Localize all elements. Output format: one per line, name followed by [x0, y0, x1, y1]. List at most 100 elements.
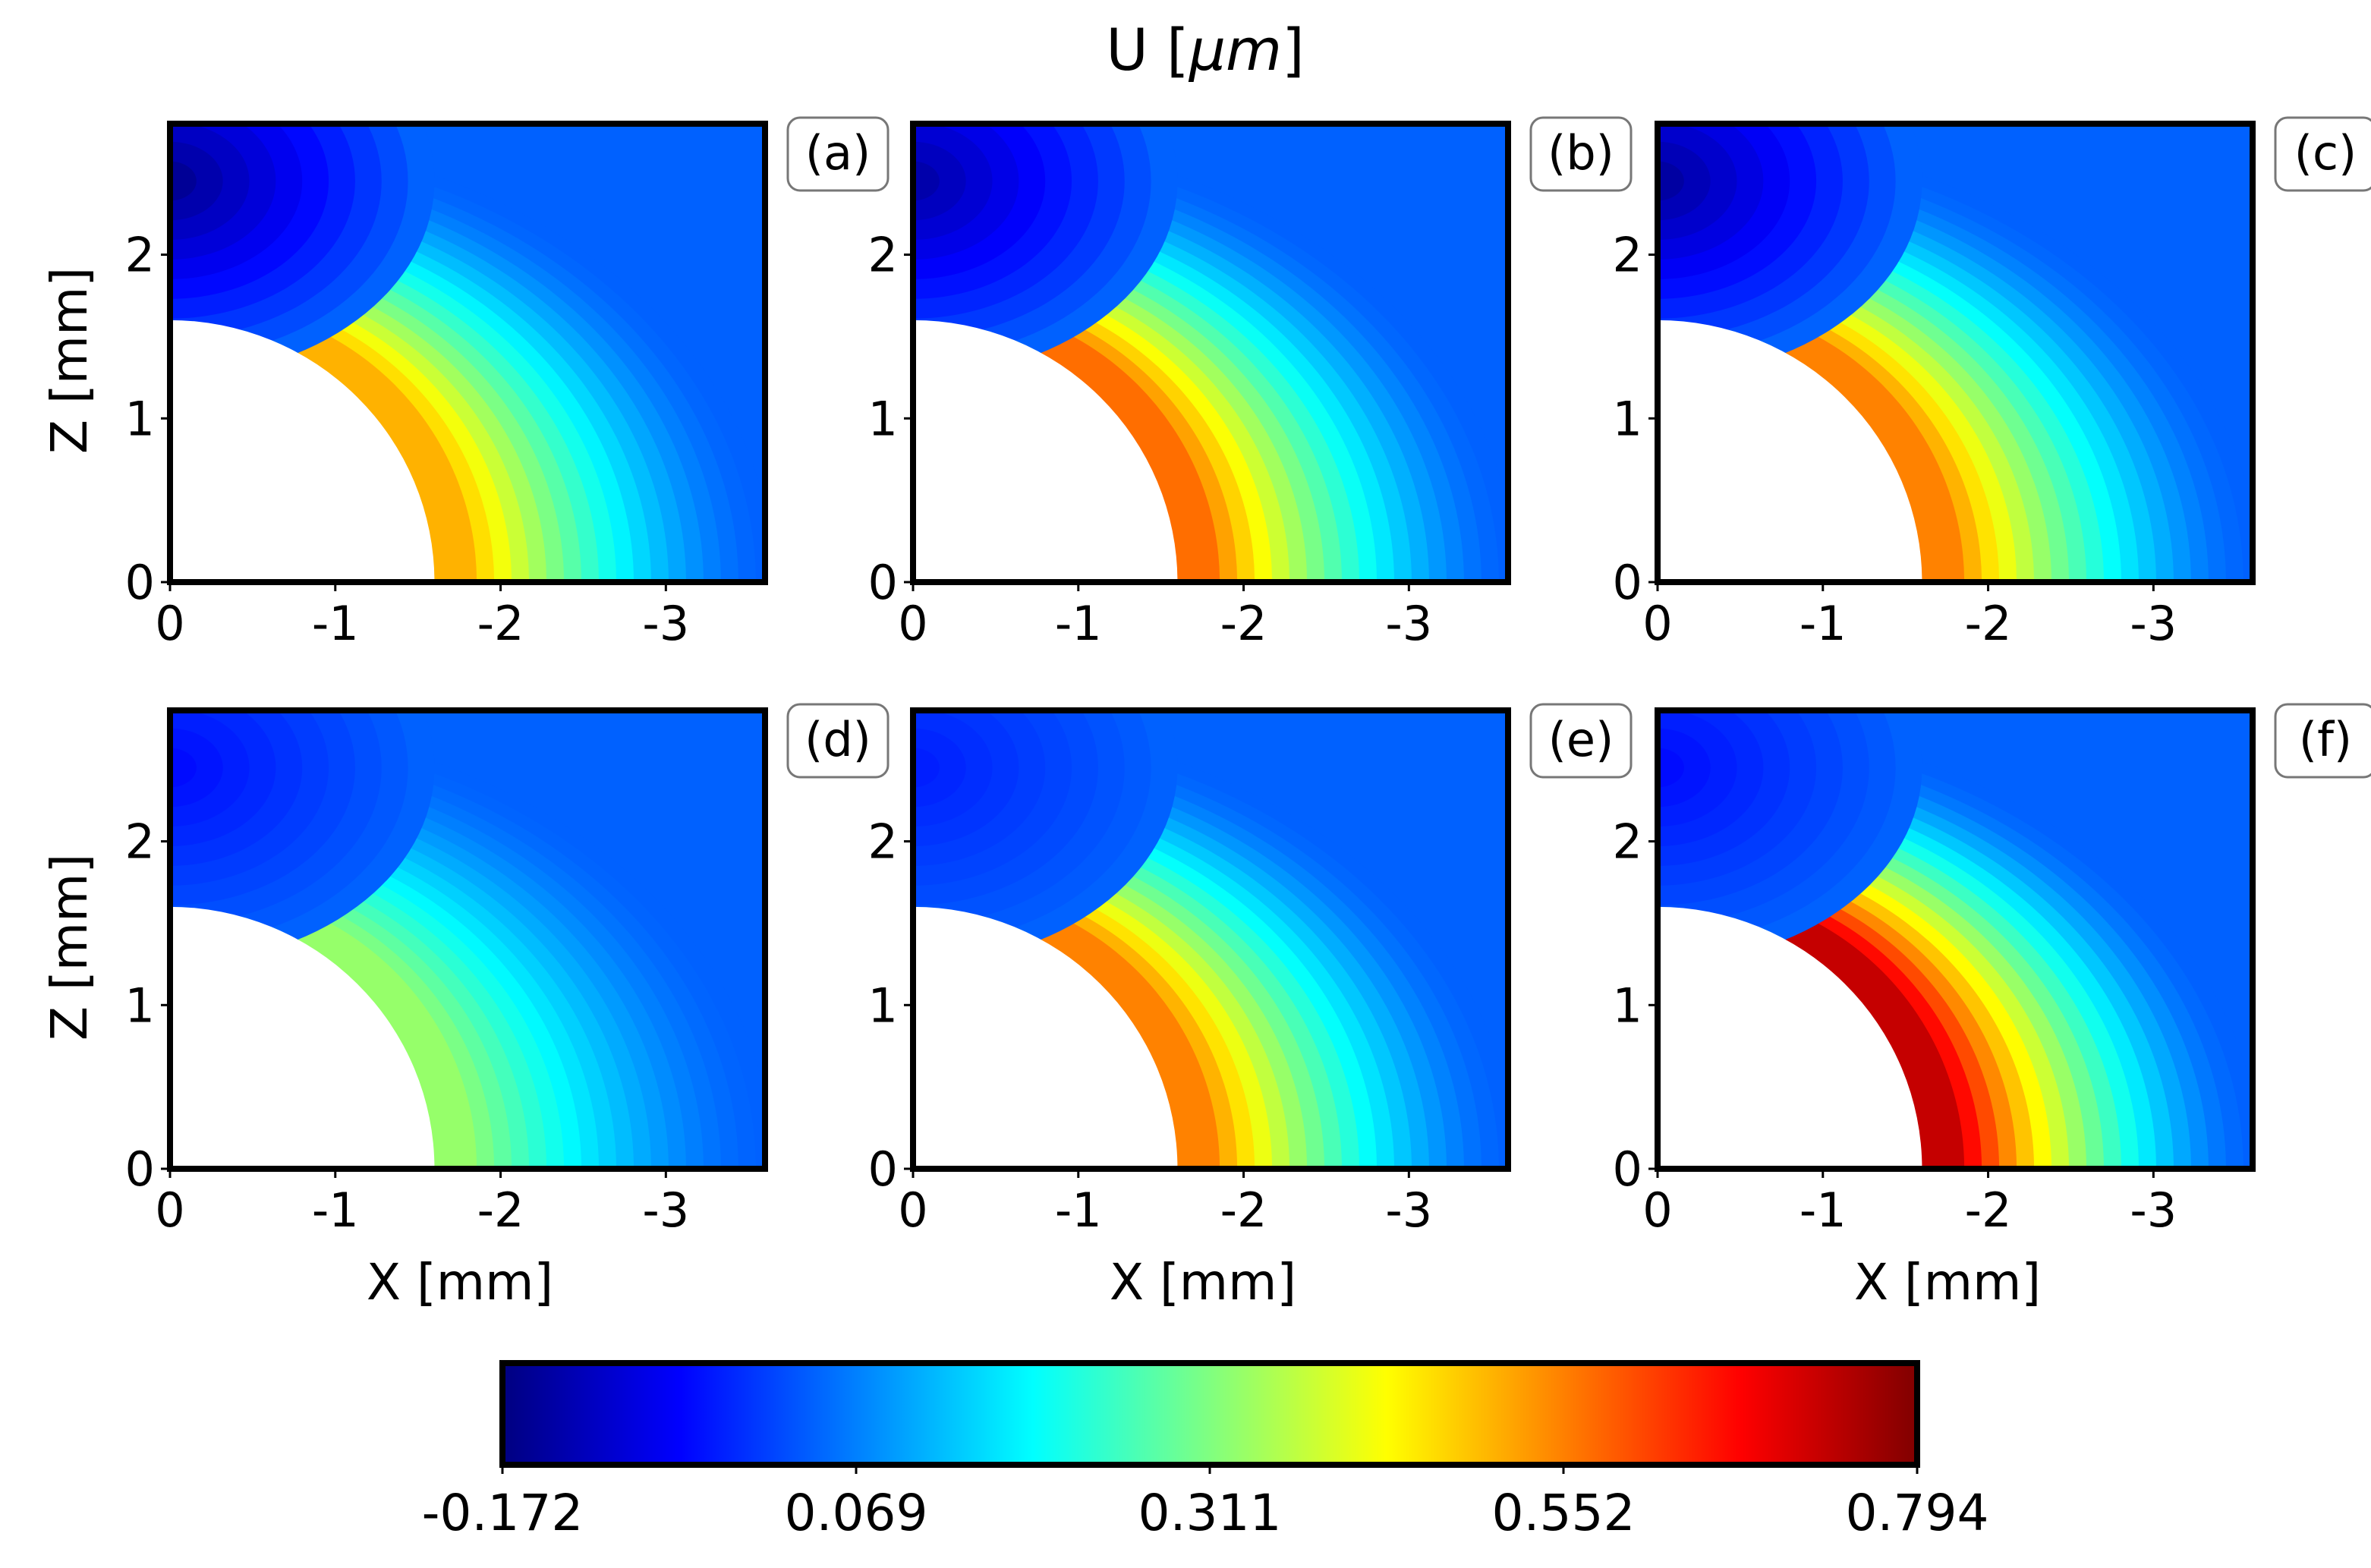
axes-frame — [910, 121, 1511, 585]
title-suffix: ] — [1282, 16, 1305, 83]
y-tick-label: 2 — [868, 814, 898, 870]
y-tick-label: 1 — [868, 978, 898, 1033]
x-tick-label: -3 — [2130, 596, 2177, 651]
x-tick-label: -1 — [1055, 596, 1102, 651]
x-axis-label: X [mm] — [1110, 1253, 1296, 1311]
low-region — [170, 124, 435, 378]
low-region — [913, 124, 1178, 378]
y-tick-label: 0 — [868, 555, 898, 610]
panel-label: (e) — [1548, 712, 1614, 767]
y-tick-label: 1 — [1613, 978, 1642, 1033]
colorbar-tick-label: 0.794 — [1846, 1484, 1989, 1542]
low-region — [913, 710, 1178, 965]
y-tick-label: 0 — [1613, 1141, 1642, 1197]
y-tick-label: 1 — [125, 391, 155, 446]
panel-label-box — [2274, 703, 2371, 779]
x-tick-label: -1 — [1800, 596, 1847, 651]
y-tick-label: 2 — [125, 228, 155, 283]
panel-d: 0 -1 -2 -3 0 1 2 X [mm] Z [mm] (d) — [40, 703, 890, 1311]
y-tick-label: 1 — [868, 391, 898, 446]
x-tick-label: -2 — [477, 596, 524, 651]
y-tick-label: 2 — [868, 228, 898, 283]
x-tick-label: 0 — [1642, 596, 1672, 651]
y-tick-label: 0 — [125, 1141, 155, 1197]
y-tick-label: 1 — [1613, 391, 1642, 446]
y-tick-label: 0 — [1613, 555, 1642, 610]
y-tick-label: 1 — [125, 978, 155, 1033]
contour-band — [1658, 748, 1684, 788]
contour-band — [170, 161, 197, 201]
hole — [913, 906, 1178, 1169]
x-tick-label: 0 — [1642, 1182, 1672, 1238]
panel-label-box — [786, 116, 890, 192]
hole — [1658, 906, 1922, 1169]
y-tick-label: 0 — [125, 555, 155, 610]
low-region — [170, 710, 435, 965]
x-axis-label: X [mm] — [367, 1253, 553, 1311]
title-unit: μm — [1189, 16, 1282, 83]
x-tick-label: 0 — [155, 1182, 184, 1238]
x-tick-label: -2 — [477, 1182, 524, 1238]
colorbar-tick-label: 0.311 — [1138, 1484, 1282, 1542]
axes-frame — [167, 121, 768, 585]
panel-label-box — [1529, 116, 1633, 192]
x-tick-label: -3 — [642, 1182, 689, 1238]
hole — [170, 320, 435, 582]
x-tick-label: -1 — [1800, 1182, 1847, 1238]
hole — [913, 320, 1178, 582]
y-tick-label: 2 — [125, 814, 155, 870]
y-axis-label: Z [mm] — [40, 267, 99, 454]
contour-band — [913, 748, 940, 788]
panel-b: 0 -1 -2 -3 0 1 2 (b) — [868, 116, 1633, 651]
x-tick-label: -3 — [1385, 1182, 1432, 1238]
colorbar-tick-label: 0.552 — [1492, 1484, 1636, 1542]
x-tick-label: -3 — [642, 596, 689, 651]
colorbar: -0.172 0.069 0.311 0.552 0.794 — [422, 1360, 1989, 1542]
axes-frame — [1655, 121, 2256, 585]
hole — [170, 906, 435, 1169]
y-tick-label: 2 — [1613, 228, 1642, 283]
y-axis-label: Z [mm] — [40, 854, 99, 1041]
x-tick-label: -1 — [312, 1182, 359, 1238]
x-tick-label: -3 — [1385, 596, 1432, 651]
x-tick-label: -2 — [1220, 596, 1267, 651]
x-tick-label: 0 — [898, 596, 927, 651]
x-tick-label: -1 — [1055, 1182, 1102, 1238]
x-tick-label: -2 — [1965, 1182, 2012, 1238]
y-tick-label: 0 — [868, 1141, 898, 1197]
panel-a: 0 -1 -2 -3 0 1 2 Z [mm] (a) — [40, 116, 890, 651]
panel-label-box — [786, 703, 890, 779]
x-tick-label: -3 — [2130, 1182, 2177, 1238]
panel-label: (c) — [2294, 125, 2357, 181]
panel-f: 0 -1 -2 -3 0 1 2 X [mm] (f) — [1613, 703, 2371, 1311]
contour-band — [913, 161, 940, 201]
low-region — [1658, 710, 1922, 965]
hole — [1658, 320, 1922, 582]
title-prefix: U [ — [1106, 16, 1189, 83]
x-axis-label: X [mm] — [1854, 1253, 2041, 1311]
x-tick-label: 0 — [155, 596, 184, 651]
contour-band — [170, 748, 197, 788]
contour-band — [1658, 161, 1684, 201]
panel-label-box — [1529, 703, 1633, 779]
y-tick-label: 2 — [1613, 814, 1642, 870]
x-tick-label: -2 — [1965, 596, 2012, 651]
panel-c: 0 -1 -2 -3 0 1 2 (c) — [1613, 116, 2371, 651]
low-region — [1658, 124, 1922, 378]
axes-frame — [910, 707, 1511, 1172]
x-tick-label: 0 — [898, 1182, 927, 1238]
panel-label: (d) — [805, 712, 871, 767]
panel-label: (f) — [2299, 712, 2352, 767]
colorbar-gradient — [502, 1363, 1917, 1465]
panel-label-box — [2274, 116, 2371, 192]
panel-e: 0 -1 -2 -3 0 1 2 X [mm] (e) — [868, 703, 1633, 1311]
figure-title: U [μm] — [1106, 16, 1304, 83]
x-tick-label: -1 — [312, 596, 359, 651]
colorbar-tick-label: -0.172 — [422, 1484, 584, 1542]
axes-frame — [167, 707, 768, 1172]
panel-label: (a) — [805, 125, 871, 181]
x-tick-label: -2 — [1220, 1182, 1267, 1238]
axes-frame — [1655, 707, 2256, 1172]
